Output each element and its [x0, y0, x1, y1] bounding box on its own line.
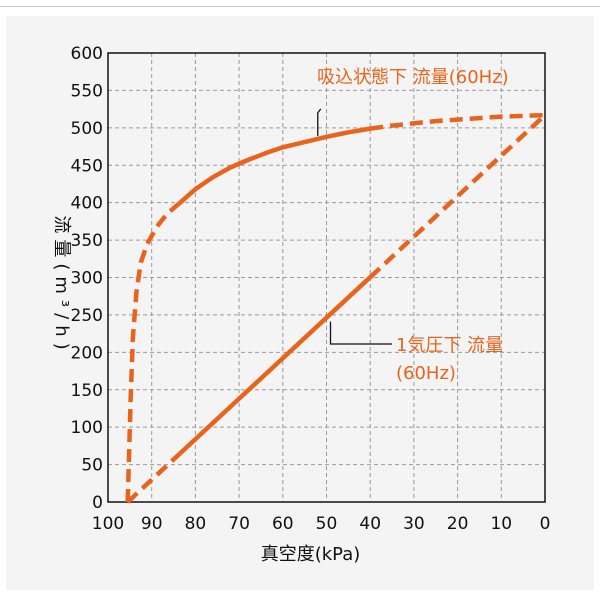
- x-tick-label: 100: [92, 514, 124, 534]
- plot-border: [107, 52, 546, 503]
- series-2-label: 1気圧下 流量: [396, 335, 503, 356]
- x-tick-label: 50: [316, 514, 338, 534]
- y-tick-label: 350: [71, 231, 103, 251]
- y-tick-label: 500: [71, 119, 103, 139]
- y-tick-label: 400: [71, 194, 103, 214]
- y-tick-label: 250: [71, 306, 103, 326]
- series-1-label: 吸込状態下 流量(60Hz): [317, 67, 509, 88]
- y-tick-label: 300: [71, 269, 103, 289]
- x-axis-title: 真空度(kPa): [261, 544, 361, 565]
- series-2-leader-line: [329, 321, 392, 345]
- x-tick-label: 30: [403, 514, 425, 534]
- y-tick-label: 550: [71, 81, 103, 101]
- x-tick-label: 80: [185, 514, 207, 534]
- y-tick-label: 600: [71, 44, 103, 64]
- series-2-label-unit: (60Hz): [396, 363, 456, 384]
- x-tick-label: 60: [272, 514, 294, 534]
- series-1-dashed-end: [369, 112, 546, 131]
- top-divider: [0, 6, 600, 7]
- series-1-dashed-start: [125, 200, 182, 503]
- y-tick-label: 200: [71, 343, 103, 363]
- series-1-solid: [178, 126, 371, 205]
- series-layer: [125, 112, 547, 504]
- annotations: 吸込状態下 流量(60Hz) 1気圧下 流量 (60Hz): [317, 67, 509, 384]
- y-axis-ticks: 0 50 100 150 200 250 300 350 400 450 500 550 600: [71, 44, 103, 513]
- x-tick-label: 10: [490, 514, 512, 534]
- x-tick-label: 0: [540, 514, 551, 534]
- y-tick-label: 50: [81, 456, 103, 476]
- x-tick-label: 20: [447, 514, 469, 534]
- series-2-solid: [178, 275, 372, 456]
- y-tick-label: 150: [71, 381, 103, 401]
- y-axis-title: 流量(m³/h): [51, 215, 72, 355]
- y-tick-label: 0: [92, 493, 103, 513]
- x-tick-label: 40: [359, 514, 381, 534]
- y-tick-label: 450: [71, 156, 103, 176]
- chart-panel: [6, 16, 594, 590]
- x-tick-label: 90: [141, 514, 163, 534]
- y-tick-label: 100: [71, 418, 103, 438]
- series-1-leader-line: [317, 108, 322, 136]
- x-tick-label: 70: [228, 514, 250, 534]
- x-axis-ticks: 100 90 80 70 60 50 40 30 20 10 0: [92, 514, 551, 534]
- series-2-dashed-start: [126, 451, 182, 504]
